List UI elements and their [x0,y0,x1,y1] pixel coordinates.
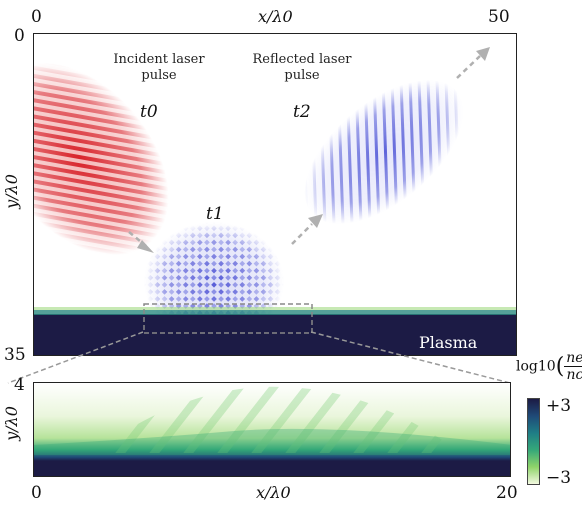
top-x-tick-0: 0 [31,7,42,27]
bottom-y-axis-label: y/λ0 [1,406,21,441]
arrow-reflected-2 [456,47,490,79]
top-y-axis-label: y/λ0 [1,174,21,209]
colorbar-tick-bottom: −3 [546,468,572,488]
colorbar-label-prefix: log10 [516,358,556,375]
annotation-incident: Incident laser pulse [113,52,205,84]
colorbar-label-numerator: ne [564,350,582,367]
time-label-t0: t0 [140,102,158,122]
bottom-x-axis-label: x/λ0 [256,483,291,502]
bottom-x-tick-0: 0 [31,483,42,503]
arrow-reflected-1 [291,214,323,245]
top-x-tick-50: 50 [488,7,510,27]
bottom-plot-area [33,382,511,477]
zoom-box [143,303,313,334]
top-x-axis-label: x/λ0 [258,7,293,26]
time-label-t2: t2 [293,102,311,122]
density-map [34,383,510,476]
colorbar-label-denominator: nc [566,367,582,383]
field-map [34,34,516,355]
top-plot-area: Incident laser pulse Reflected laser pul… [33,33,517,356]
reflected-pulse [272,45,496,259]
bottom-y-tick-4: 4 [14,375,25,395]
colorbar-fraction: ne nc [564,350,582,383]
time-label-t1: t1 [206,204,224,224]
top-y-tick-35: 35 [4,345,26,365]
colorbar [527,398,540,485]
annotation-reflected: Reflected laser pulse [252,52,352,84]
bottom-x-tick-20: 20 [496,483,518,503]
plasma-label: Plasma [419,333,478,352]
colorbar-tick-top: +3 [546,396,572,416]
arrow-incoming [128,231,154,253]
top-y-tick-0: 0 [14,26,25,46]
